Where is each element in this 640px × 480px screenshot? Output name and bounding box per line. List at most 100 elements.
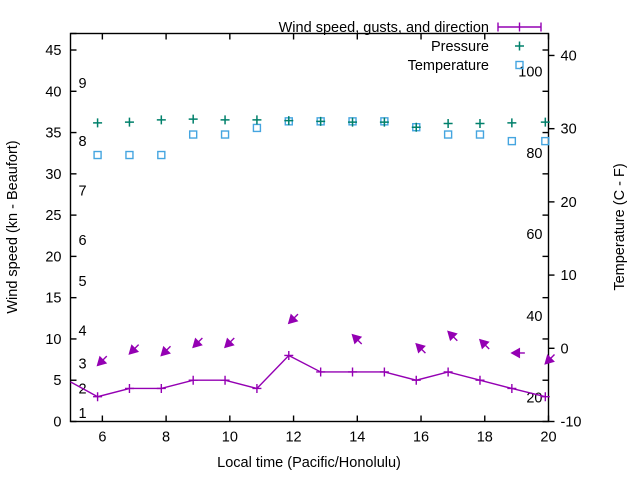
wind-speed-point	[540, 392, 550, 402]
left-tick-label: 40	[45, 84, 61, 100]
wind-speed-point	[475, 375, 485, 385]
wind-speed-point	[411, 375, 421, 385]
left-tick-label: 45	[45, 43, 61, 59]
x-tick-label: 20	[540, 430, 556, 446]
temperature-point	[507, 136, 517, 146]
pressure-point	[348, 117, 358, 127]
x-tick-label: 10	[222, 430, 238, 446]
wind-arrow-head	[544, 354, 555, 365]
right-tick-label: 10	[561, 268, 577, 284]
pressure-point	[316, 116, 326, 126]
pressure-point	[540, 117, 550, 127]
wind-arrow-head	[160, 345, 171, 357]
plot-border	[69, 32, 550, 423]
wind-speed-point	[348, 367, 358, 377]
pressure-point	[379, 117, 389, 127]
wind-arrow-head	[128, 344, 140, 355]
wind-speed-point	[379, 367, 389, 377]
wind-speed-point	[156, 383, 166, 393]
chart-legend[interactable]: Wind speed, gusts, and direction Pressure…	[279, 20, 542, 74]
pressure-point	[93, 118, 103, 128]
wind-speed-point	[316, 367, 326, 377]
fahrenheit-label: 100	[518, 65, 542, 81]
wind-speed-point	[93, 392, 103, 402]
temperature-point	[125, 150, 134, 160]
left-axis-ticks: 0 5 10 15 20 25 30 35 40 45	[45, 43, 549, 431]
wind-speed-point	[188, 375, 198, 385]
legend-square-sample	[515, 60, 524, 70]
wind-arrow-head	[287, 313, 299, 325]
x-axis-ticks: 6 8 10 12 14 16 18 20	[70, 32, 557, 446]
temperature-point	[157, 150, 166, 160]
wind-arrow-head	[447, 330, 458, 342]
fahrenheit-label: 40	[526, 309, 542, 325]
wind-arrow-head	[192, 337, 203, 349]
left-tick-label: 30	[45, 167, 61, 183]
pressure-point	[443, 119, 453, 129]
temperature-point	[443, 130, 453, 139]
pressure-point	[252, 115, 262, 125]
x-tick-label: 12	[285, 430, 301, 446]
beaufort-label: 6	[79, 233, 87, 249]
x-tick-label: 18	[477, 430, 493, 446]
legend-plus-sample	[515, 41, 524, 51]
x-tick-label: 8	[162, 430, 170, 446]
left-tick-label: 20	[45, 249, 61, 265]
temperature-point	[541, 136, 550, 146]
wind-arrow-head	[351, 333, 363, 345]
wind-speed-point	[507, 383, 517, 393]
right-tick-label: 20	[561, 195, 577, 211]
fahrenheit-label: 80	[526, 146, 542, 162]
wind-direction-arrows	[96, 313, 556, 367]
pressure-point	[220, 115, 230, 125]
left-tick-label: 10	[45, 332, 61, 348]
beaufort-label: 8	[79, 134, 87, 150]
beaufort-label: 3	[79, 357, 87, 373]
right-tick-label: 30	[561, 122, 577, 138]
pressure-point	[507, 118, 517, 128]
x-tick-label: 14	[349, 430, 365, 446]
temperature-point	[475, 130, 485, 139]
wind-arrow-head	[510, 347, 521, 359]
left-tick-label: 25	[45, 208, 61, 224]
beaufort-label: 1	[79, 406, 87, 422]
fahrenheit-label: 60	[526, 227, 542, 243]
right-axis-title: Temperature (C - F)	[612, 163, 628, 290]
beaufort-label: 7	[79, 183, 87, 199]
pressure-point	[475, 119, 485, 129]
x-tick-label: 16	[413, 430, 429, 446]
pressure-point	[124, 117, 134, 127]
temperature-point	[93, 150, 102, 160]
x-axis-title: Local time (Pacific/Honolulu)	[217, 455, 401, 471]
wind-speed-point	[124, 383, 134, 393]
pressure-point	[188, 114, 198, 124]
legend-label: Temperature	[408, 58, 489, 74]
legend-label: Pressure	[431, 39, 489, 55]
temperature-point	[252, 123, 262, 133]
beaufort-label: 4	[79, 324, 87, 340]
beaufort-label: 5	[79, 274, 87, 290]
wind-speed-point	[220, 375, 230, 385]
wind-arrow-head	[224, 337, 235, 349]
wind-speed-point	[252, 383, 262, 393]
beaufort-label: 9	[79, 76, 87, 92]
pressure-point	[411, 122, 421, 132]
temperature-point	[188, 130, 198, 139]
left-tick-label: 15	[45, 291, 61, 307]
legend-label: Wind speed, gusts, and direction	[279, 20, 489, 36]
right-tick-label: -10	[561, 415, 582, 431]
right-tick-label: 40	[561, 48, 577, 64]
wind-arrow-head	[415, 342, 426, 354]
left-tick-label: 0	[53, 415, 61, 431]
wind-arrow-head	[96, 355, 108, 367]
wind-speed-line	[70, 354, 546, 398]
left-tick-label: 35	[45, 126, 61, 142]
x-tick-label: 6	[98, 430, 106, 446]
pressure-series	[93, 114, 550, 132]
wind-speed-series	[70, 350, 550, 402]
beaufort-scale-labels: 1 2 3 4 5 6 7 8 9	[79, 76, 87, 422]
temperature-point	[220, 130, 230, 139]
